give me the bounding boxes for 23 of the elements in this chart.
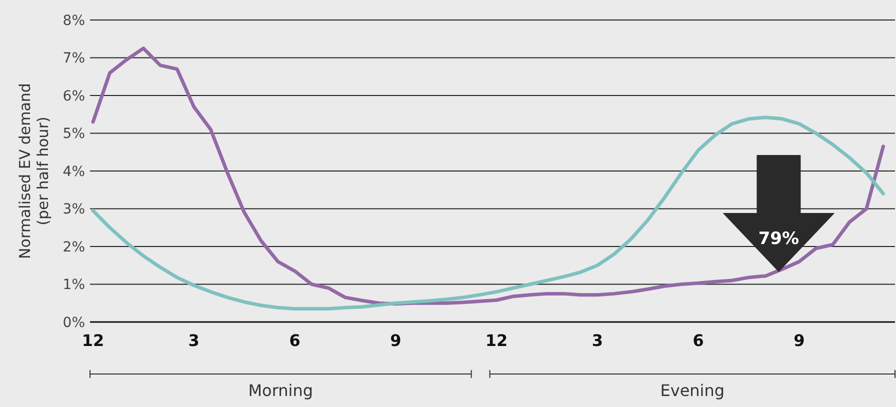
- y-tick-label: 5%: [62, 126, 85, 142]
- y-tick-label: 3%: [62, 202, 85, 218]
- x-tick-label: 12: [485, 331, 508, 350]
- x-tick-label: 3: [592, 331, 603, 350]
- x-tick-label: 9: [794, 331, 805, 350]
- x-tick-label: 6: [692, 331, 704, 350]
- line-series: [91, 116, 885, 311]
- text: Evening: [660, 381, 725, 400]
- x-tick-label: 3: [188, 331, 200, 350]
- y-tick-label: 6%: [62, 88, 85, 104]
- x-tick-label: 6: [289, 331, 300, 350]
- y-axis-title: Normalised EV demand (per half hour): [16, 83, 52, 259]
- x-tick-label: 9: [390, 331, 402, 350]
- y-tick-label: 4%: [62, 164, 85, 180]
- annotation: 79%: [758, 229, 800, 249]
- x-tick-label: 12: [82, 331, 104, 350]
- y-tick-label: 2%: [62, 239, 85, 256]
- y-tick-label: 1%: [62, 277, 85, 294]
- y-tick-label: 8%: [62, 12, 85, 29]
- y-tick-label: 0%: [62, 314, 85, 331]
- text: Morning: [248, 381, 314, 400]
- line-series: [91, 46, 885, 306]
- y-tick-label: 7%: [62, 50, 85, 67]
